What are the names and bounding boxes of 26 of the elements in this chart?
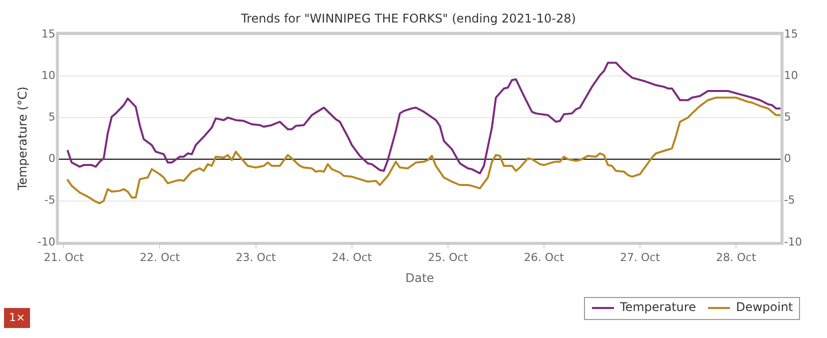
x-tick-label: 23. Oct [236, 250, 276, 264]
x-tick-label: 21. Oct [44, 250, 84, 264]
y2-tick-label: 0 [784, 152, 792, 166]
y-tick-label: 5 [48, 110, 56, 124]
x-tick-label: 25. Oct [428, 250, 469, 264]
y-tick-label: -5 [44, 194, 56, 207]
chart-title: Trends for "WINNIPEG THE FORKS" (ending 2021-10-28) [240, 11, 576, 26]
zoom-button: 1× [4, 308, 30, 328]
x-tick-label: 28. Oct [716, 250, 757, 264]
legend-label: Temperature [618, 300, 696, 314]
y2-tick-label: 10 [784, 68, 798, 82]
y2-tick-label: -10 [784, 235, 802, 248]
x-tick-label: 22. Oct [140, 250, 180, 264]
x-tick-label: 24. Oct [332, 250, 373, 264]
x-tick-label: 26. Oct [524, 250, 565, 264]
y-tick-label: 10 [41, 68, 56, 82]
y-axis-title: Temperature (°C) [15, 86, 30, 192]
y2-tick-label: 5 [784, 110, 792, 124]
y2-tick-label: -5 [784, 194, 796, 207]
x-axis-title: Date [405, 270, 434, 285]
y-tick-label: -10 [37, 235, 56, 248]
y2-tick-label: 15 [784, 27, 798, 40]
x-tick-label: 27. Oct [620, 250, 661, 264]
legend-label: Dewpoint [736, 300, 794, 314]
y-tick-label: 0 [48, 152, 56, 166]
y-tick-label: 15 [41, 27, 56, 40]
